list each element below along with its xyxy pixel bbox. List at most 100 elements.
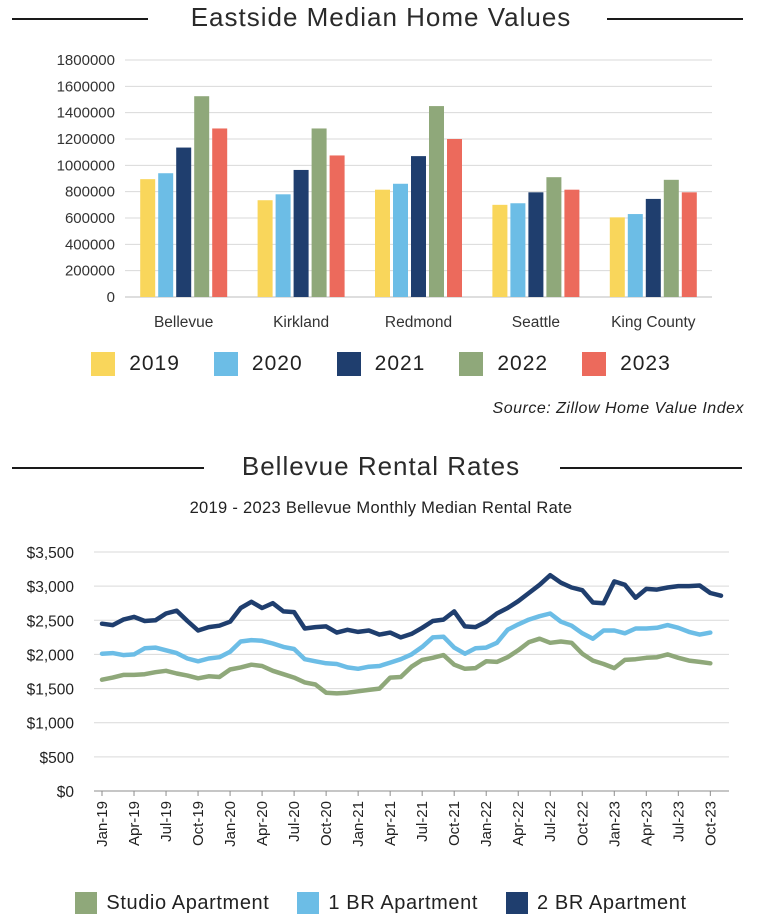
x-tick-label: Apr-20 [254,801,271,846]
bar-2022 [663,179,679,297]
rental-rates-title: Bellevue Rental Rates [241,451,521,481]
y-tick-label: $2,500 [27,613,75,630]
x-category-label: Kirkland [273,314,329,331]
legend-swatch [582,352,607,376]
y-tick-label: 0 [107,289,115,306]
x-tick-label: Jan-23 [606,801,623,847]
y-tick-label: 1600000 [57,78,115,95]
bar-2022 [546,177,562,297]
source-note: Source: Zillow Home Value Index [492,400,744,417]
bar-2023 [329,155,345,297]
legend-label: 2 BR Apartment [537,891,687,914]
y-tick-label: 1200000 [57,131,115,148]
x-tick-label: Jul-20 [286,801,303,842]
x-tick-label: Jan-20 [222,801,239,847]
rental-chart-subtitle: 2019 - 2023 Bellevue Monthly Median Rent… [189,499,573,517]
y-tick-label: $1,500 [27,682,75,699]
legend-label: 2019 [129,352,180,375]
legend-label: 2020 [251,352,303,375]
legend-swatch [297,892,320,914]
x-category-label: Seattle [512,314,560,331]
rental-rates-header: Bellevue Rental Rates [0,451,762,485]
x-tick-label: Jul-23 [670,801,687,842]
legend-swatch [91,352,116,376]
y-tick-label: $500 [40,750,75,767]
bar-2022 [194,96,210,297]
legend-swatch [213,352,238,376]
x-tick-label: Oct-20 [318,801,335,846]
bar-2019 [257,200,273,297]
y-tick-label: $2,000 [27,647,75,664]
y-tick-label: $0 [57,784,75,801]
bar-2019 [140,179,156,297]
bar-2023 [212,128,228,297]
legend-item-2021: 2021 [336,352,426,376]
y-tick-label: 600000 [65,210,115,227]
rental-rates-legend: Studio Apartment 1 BR Apartment 2 BR Apart… [0,889,762,917]
legend-swatch [75,892,98,914]
legend-item-2020: 2020 [213,352,303,376]
x-category-label: King County [611,314,696,331]
header-rule-left [12,18,148,20]
x-tick-label: Jan-22 [478,801,495,847]
x-tick-label: Jul-21 [414,801,431,842]
bar-2023 [447,139,462,297]
header-rule-right [560,467,742,469]
legend-item-2023: 2023 [582,352,671,376]
legend-label: 2021 [374,352,426,375]
series-line-studio-apartment [99,636,713,696]
x-tick-label: Oct-22 [574,801,591,846]
x-tick-label: Oct-19 [190,801,207,846]
bar-2021 [528,192,544,297]
home-values-header: Eastside Median Home Values [0,2,762,36]
x-tick-label: Jul-19 [158,801,175,842]
y-tick-label: $3,000 [27,579,75,596]
bar-2019 [492,204,508,297]
x-tick-label: Apr-23 [638,801,655,846]
legend-label: Studio Apartment [106,891,270,914]
legend-swatch [459,352,484,376]
y-tick-label: 1800000 [57,52,115,69]
x-category-label: Redmond [385,314,452,331]
header-rule-left [12,467,204,469]
y-tick-label: $3,500 [27,545,75,562]
y-tick-label: $1,000 [27,716,75,733]
y-tick-label: 1400000 [57,105,115,122]
bar-2023 [681,192,697,297]
y-tick-label: 800000 [65,184,115,201]
bar-2022 [429,106,444,297]
home-values-legend: 2019 2020 2021 2022 2023 [0,349,762,379]
y-tick-label: 400000 [65,236,115,253]
header-rule-right [607,18,743,20]
bar-2020 [393,183,408,297]
x-tick-label: Jan-21 [350,801,367,847]
bar-2021 [176,147,192,297]
bar-2019 [375,189,390,297]
bar-2022 [311,128,327,297]
legend-item-1-br-apartment: 1 BR Apartment [297,892,478,915]
home-values-title: Eastside Median Home Values [190,2,572,32]
bar-2023 [564,189,580,297]
bar-2019 [609,217,625,297]
y-tick-label: 200000 [65,263,115,280]
bar-2021 [645,198,661,297]
x-tick-label: Jan-19 [94,801,111,847]
y-tick-label: 1000000 [57,157,115,174]
bar-2020 [158,173,174,297]
x-category-label: Bellevue [154,314,213,331]
bar-2020 [627,214,643,297]
series-line-2-br-apartment [99,572,724,640]
legend-label: 2023 [620,352,671,375]
legend-label: 1 BR Apartment [328,891,479,914]
legend-item-studio-apartment: Studio Apartment [75,892,269,915]
legend-item-2019: 2019 [91,352,180,376]
rental-rates-line-chart: $3,500 $3,000 $2,500 $2,000 $1,500 $1,000 $500… [27,545,729,847]
x-tick-label: Apr-21 [382,801,399,846]
series-line-1-br-apartment [99,611,713,672]
legend-item-2022: 2022 [459,352,548,376]
bar-2021 [293,169,309,297]
legend-label: 2022 [497,352,549,375]
x-tick-label: Jul-22 [542,801,559,842]
x-tick-label: Apr-19 [126,801,143,846]
legend-item-2-br-apartment: 2 BR Apartment [506,892,687,915]
